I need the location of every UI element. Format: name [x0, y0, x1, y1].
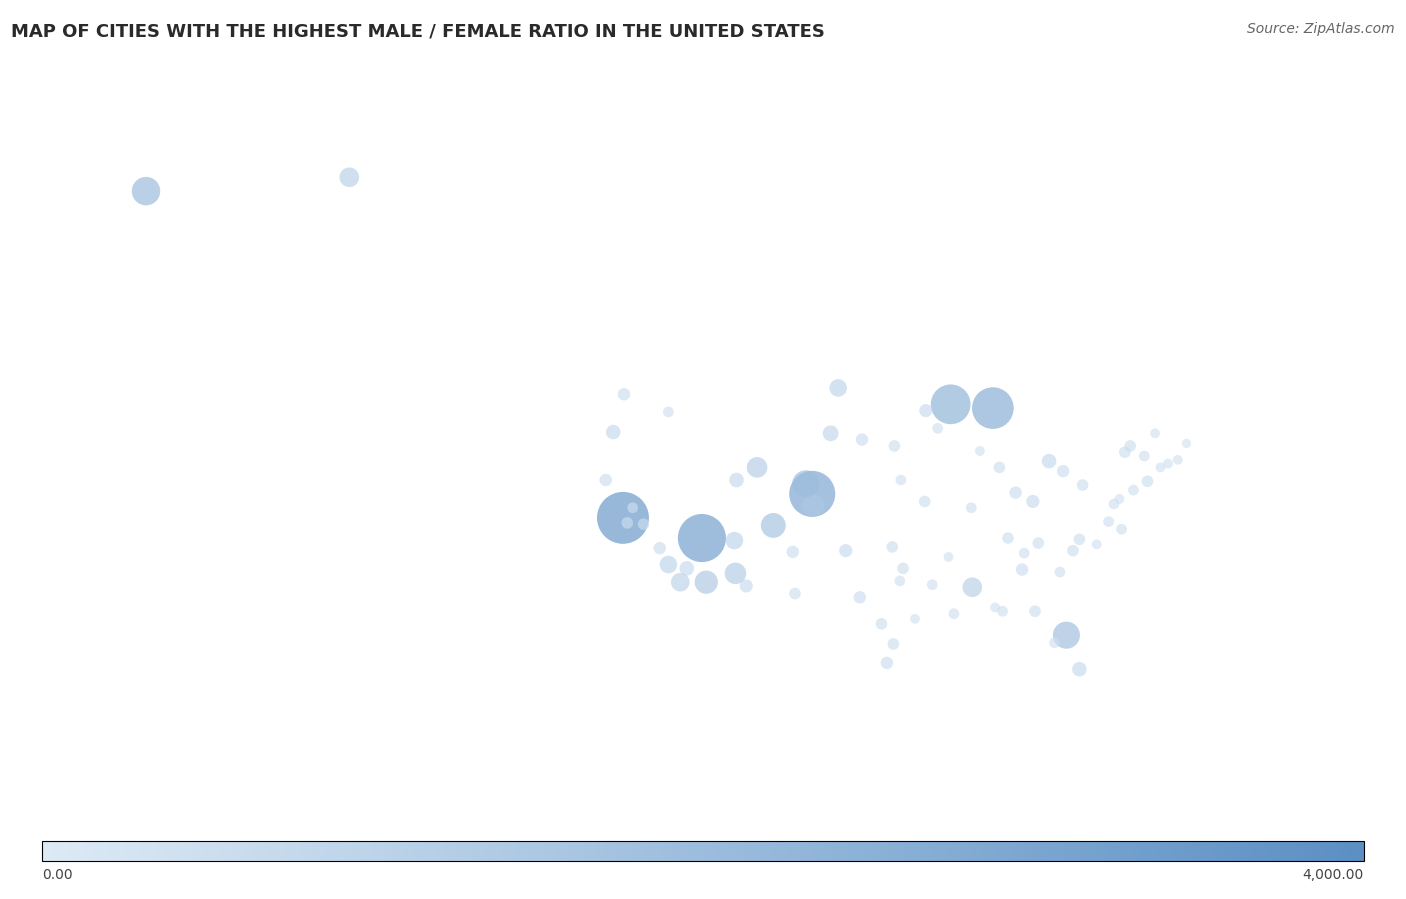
- Point: [876, 655, 898, 670]
- Point: [669, 575, 692, 590]
- Point: [1012, 546, 1035, 560]
- Point: [723, 533, 745, 547]
- Point: [1119, 439, 1142, 453]
- Point: [337, 170, 360, 184]
- Point: [851, 432, 873, 447]
- Point: [1052, 464, 1074, 478]
- Point: [616, 516, 638, 530]
- Point: [1108, 492, 1130, 506]
- Point: [890, 473, 912, 487]
- Point: [595, 473, 617, 487]
- Point: [612, 511, 634, 525]
- Point: [1114, 445, 1136, 459]
- Point: [633, 517, 655, 531]
- Point: [904, 611, 927, 626]
- Point: [962, 580, 984, 594]
- Point: [1043, 636, 1066, 650]
- Text: MAP OF CITIES WITH THE HIGHEST MALE / FEMALE RATIO IN THE UNITED STATES: MAP OF CITIES WITH THE HIGHEST MALE / FE…: [11, 22, 825, 40]
- Point: [695, 575, 717, 590]
- Point: [981, 401, 1004, 415]
- Point: [135, 184, 157, 199]
- Point: [969, 444, 991, 458]
- Text: Source: ZipAtlas.com: Source: ZipAtlas.com: [1247, 22, 1395, 37]
- Point: [1085, 537, 1108, 551]
- Point: [745, 460, 768, 475]
- Point: [613, 387, 636, 402]
- Point: [762, 518, 785, 532]
- Point: [914, 404, 936, 418]
- Point: [1111, 522, 1133, 537]
- Point: [870, 617, 893, 631]
- Point: [648, 541, 671, 556]
- Point: [939, 397, 962, 412]
- Point: [984, 601, 1007, 615]
- Point: [914, 494, 936, 509]
- Point: [1097, 514, 1119, 529]
- Point: [657, 557, 679, 572]
- Point: [1026, 536, 1049, 550]
- Point: [882, 636, 904, 651]
- Point: [1157, 457, 1180, 471]
- Point: [801, 498, 824, 512]
- Text: 4,000.00: 4,000.00: [1302, 868, 1364, 882]
- Point: [621, 501, 644, 515]
- Text: 0.00: 0.00: [42, 868, 73, 882]
- Point: [675, 561, 697, 575]
- Point: [1167, 452, 1189, 467]
- Point: [988, 460, 1011, 475]
- Point: [1144, 426, 1167, 441]
- Point: [927, 421, 949, 435]
- Point: [1133, 449, 1156, 463]
- Point: [849, 590, 872, 604]
- Point: [1149, 460, 1171, 475]
- Point: [1102, 497, 1125, 512]
- Point: [794, 476, 817, 491]
- Point: [602, 425, 624, 440]
- Point: [1175, 436, 1198, 450]
- Point: [1024, 604, 1046, 619]
- Point: [938, 550, 960, 565]
- Point: [725, 473, 748, 487]
- Point: [801, 486, 824, 501]
- Point: [690, 530, 713, 545]
- Point: [1022, 494, 1045, 509]
- Point: [883, 439, 905, 453]
- Point: [724, 566, 747, 581]
- Point: [1069, 662, 1091, 676]
- Point: [1122, 483, 1144, 497]
- Point: [1062, 544, 1084, 558]
- Point: [997, 530, 1019, 545]
- Point: [657, 405, 679, 419]
- Point: [942, 607, 965, 621]
- Point: [882, 539, 904, 554]
- Point: [1071, 478, 1094, 493]
- Point: [991, 604, 1014, 619]
- Point: [1136, 474, 1159, 488]
- Point: [783, 586, 806, 601]
- Point: [891, 561, 914, 575]
- Point: [782, 545, 804, 559]
- Point: [820, 426, 842, 441]
- Point: [1054, 628, 1077, 643]
- Point: [1004, 485, 1026, 500]
- Point: [1049, 565, 1071, 579]
- Point: [960, 501, 983, 515]
- Point: [889, 574, 911, 588]
- Point: [921, 577, 943, 592]
- Point: [835, 544, 858, 558]
- Point: [1011, 563, 1033, 577]
- Point: [1069, 532, 1091, 547]
- Point: [735, 579, 758, 593]
- Point: [1038, 454, 1060, 468]
- Point: [827, 380, 849, 395]
